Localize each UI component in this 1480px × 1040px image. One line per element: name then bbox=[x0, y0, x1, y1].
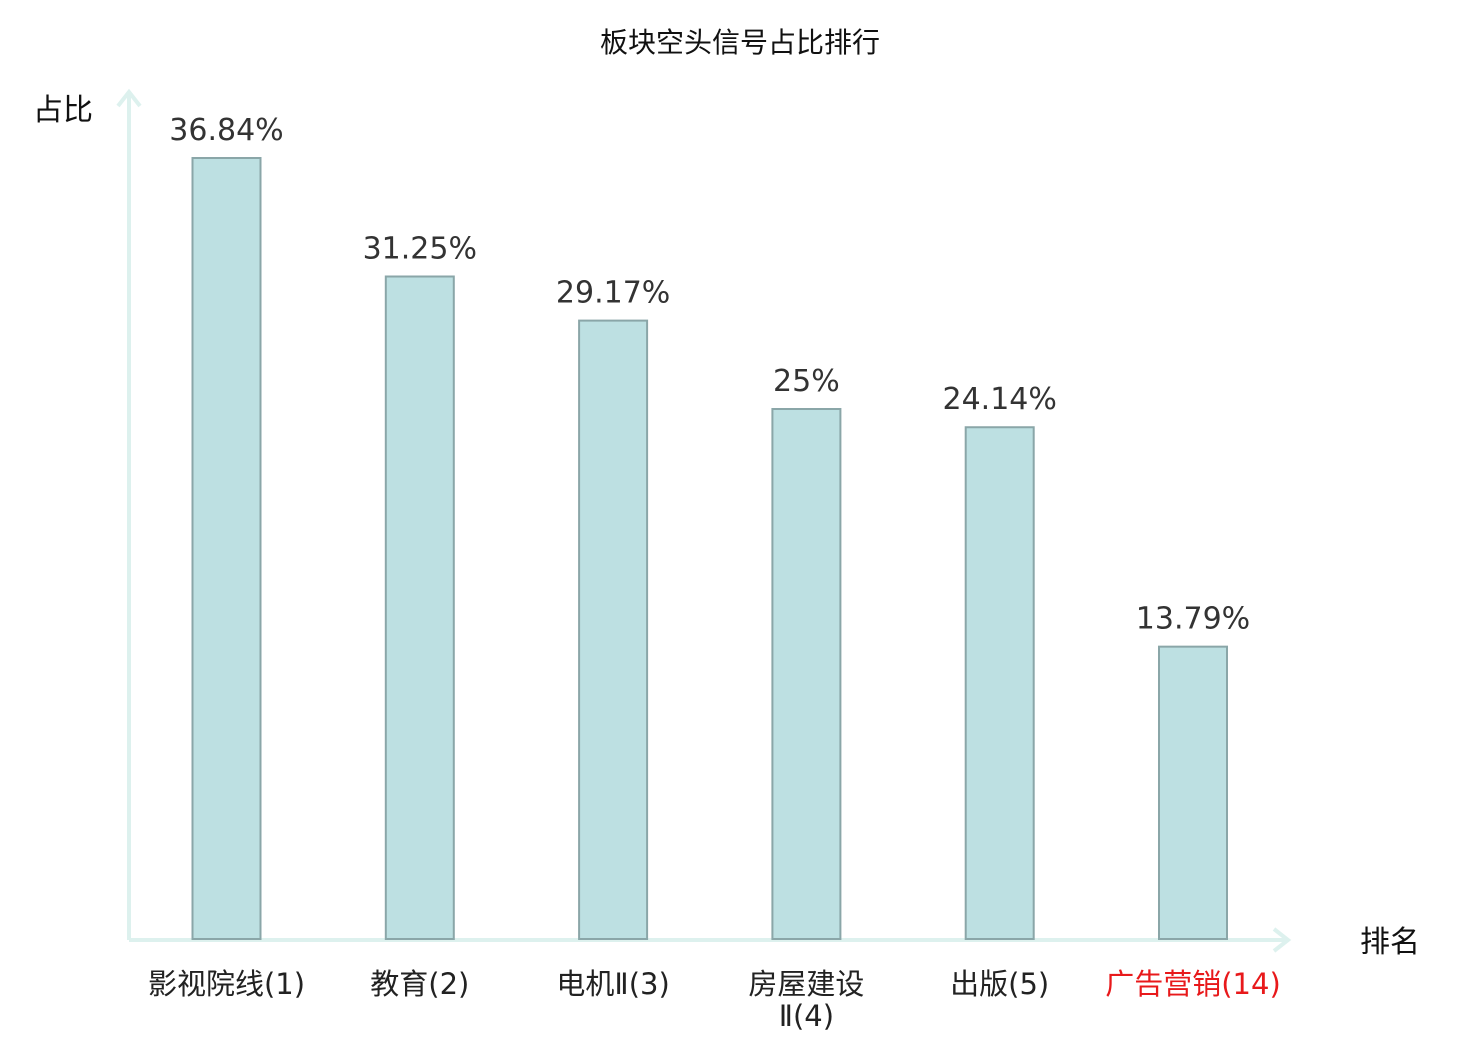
x-tick-label: 出版(5) bbox=[950, 967, 1049, 1001]
x-tick-label: 电机Ⅱ(3) bbox=[556, 967, 669, 1001]
x-tick-label: 广告营销(14) bbox=[1105, 967, 1281, 1001]
bar bbox=[964, 426, 1035, 940]
bar-value-label: 29.17% bbox=[556, 276, 670, 311]
x-tick-name: 教育 bbox=[370, 967, 428, 1001]
bar-value-label: 13.79% bbox=[1136, 602, 1250, 637]
x-tick-label-suffix: Ⅱ bbox=[779, 999, 793, 1033]
x-tick-label-line2: Ⅱ(4) bbox=[779, 999, 834, 1033]
bar-value-label: 25% bbox=[773, 364, 840, 399]
x-tick-rank: (3) bbox=[629, 967, 670, 1001]
x-tick-rank: (2) bbox=[428, 967, 469, 1001]
x-tick-rank: (5) bbox=[1008, 967, 1049, 1001]
x-axis-label: 排名 bbox=[1360, 925, 1420, 960]
y-axis bbox=[116, 88, 142, 940]
x-tick-rank: (1) bbox=[264, 967, 305, 1001]
x-tick-name: 出版 bbox=[950, 967, 1008, 1001]
x-tick-name: 电机Ⅱ bbox=[556, 967, 628, 1001]
x-tick-label: 影视院线(1) bbox=[148, 967, 305, 1001]
value-labels-group: 36.84% 31.25% 29.17% 25% 24.14% 13.79% bbox=[169, 113, 1250, 637]
y-axis-label: 占比 bbox=[33, 93, 93, 128]
bar bbox=[771, 408, 842, 940]
x-tick-rank: (14) bbox=[1221, 967, 1281, 1001]
x-tick-name: 广告营销 bbox=[1105, 967, 1221, 1001]
x-tick-name: 影视院线 bbox=[148, 967, 264, 1001]
chart-title: 板块空头信号占比排行 bbox=[600, 26, 880, 59]
x-tick-rank: (4) bbox=[793, 999, 834, 1033]
x-axis bbox=[129, 927, 1292, 953]
bar bbox=[1158, 645, 1228, 940]
bars-group bbox=[191, 157, 1228, 940]
bar-value-label: 31.25% bbox=[363, 232, 477, 267]
bar-value-label: 24.14% bbox=[943, 382, 1057, 417]
bar bbox=[384, 275, 455, 940]
bar bbox=[578, 319, 649, 940]
bar bbox=[191, 157, 262, 940]
bar-value-label: 36.84% bbox=[169, 113, 283, 148]
x-tick-label: 房屋建设 bbox=[748, 967, 864, 1001]
x-tick-label: 教育(2) bbox=[370, 967, 469, 1001]
